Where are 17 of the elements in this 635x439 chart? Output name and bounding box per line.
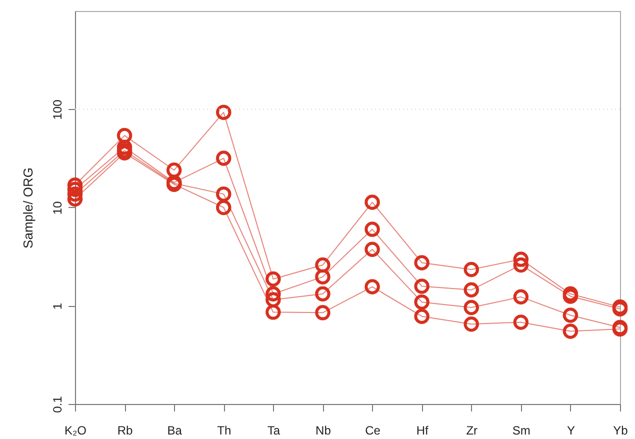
x-tick-label: Sm (512, 424, 530, 438)
x-tick-label: Zr (466, 424, 478, 438)
y-tick-label: 100 (50, 99, 64, 120)
y-tick-label: 10 (50, 201, 64, 215)
x-tick-label: Ta (267, 424, 280, 438)
x-tick-label: Ce (365, 424, 381, 438)
x-tick-label: Yb (613, 424, 628, 438)
y-tick-label: 0.1 (50, 396, 64, 413)
x-tick-label: Hf (416, 424, 429, 438)
y-axis-title: Sample/ ORG (20, 168, 36, 248)
x-tick-label: Y (566, 424, 575, 438)
x-tick-label: Nb (316, 424, 332, 438)
x-tick-label: Ba (167, 424, 182, 438)
x-tick-label: Rb (117, 424, 134, 438)
y-tick-label: 1 (50, 302, 64, 310)
x-tick-label: K₂O (64, 424, 86, 438)
x-tick-label: Th (217, 424, 232, 438)
